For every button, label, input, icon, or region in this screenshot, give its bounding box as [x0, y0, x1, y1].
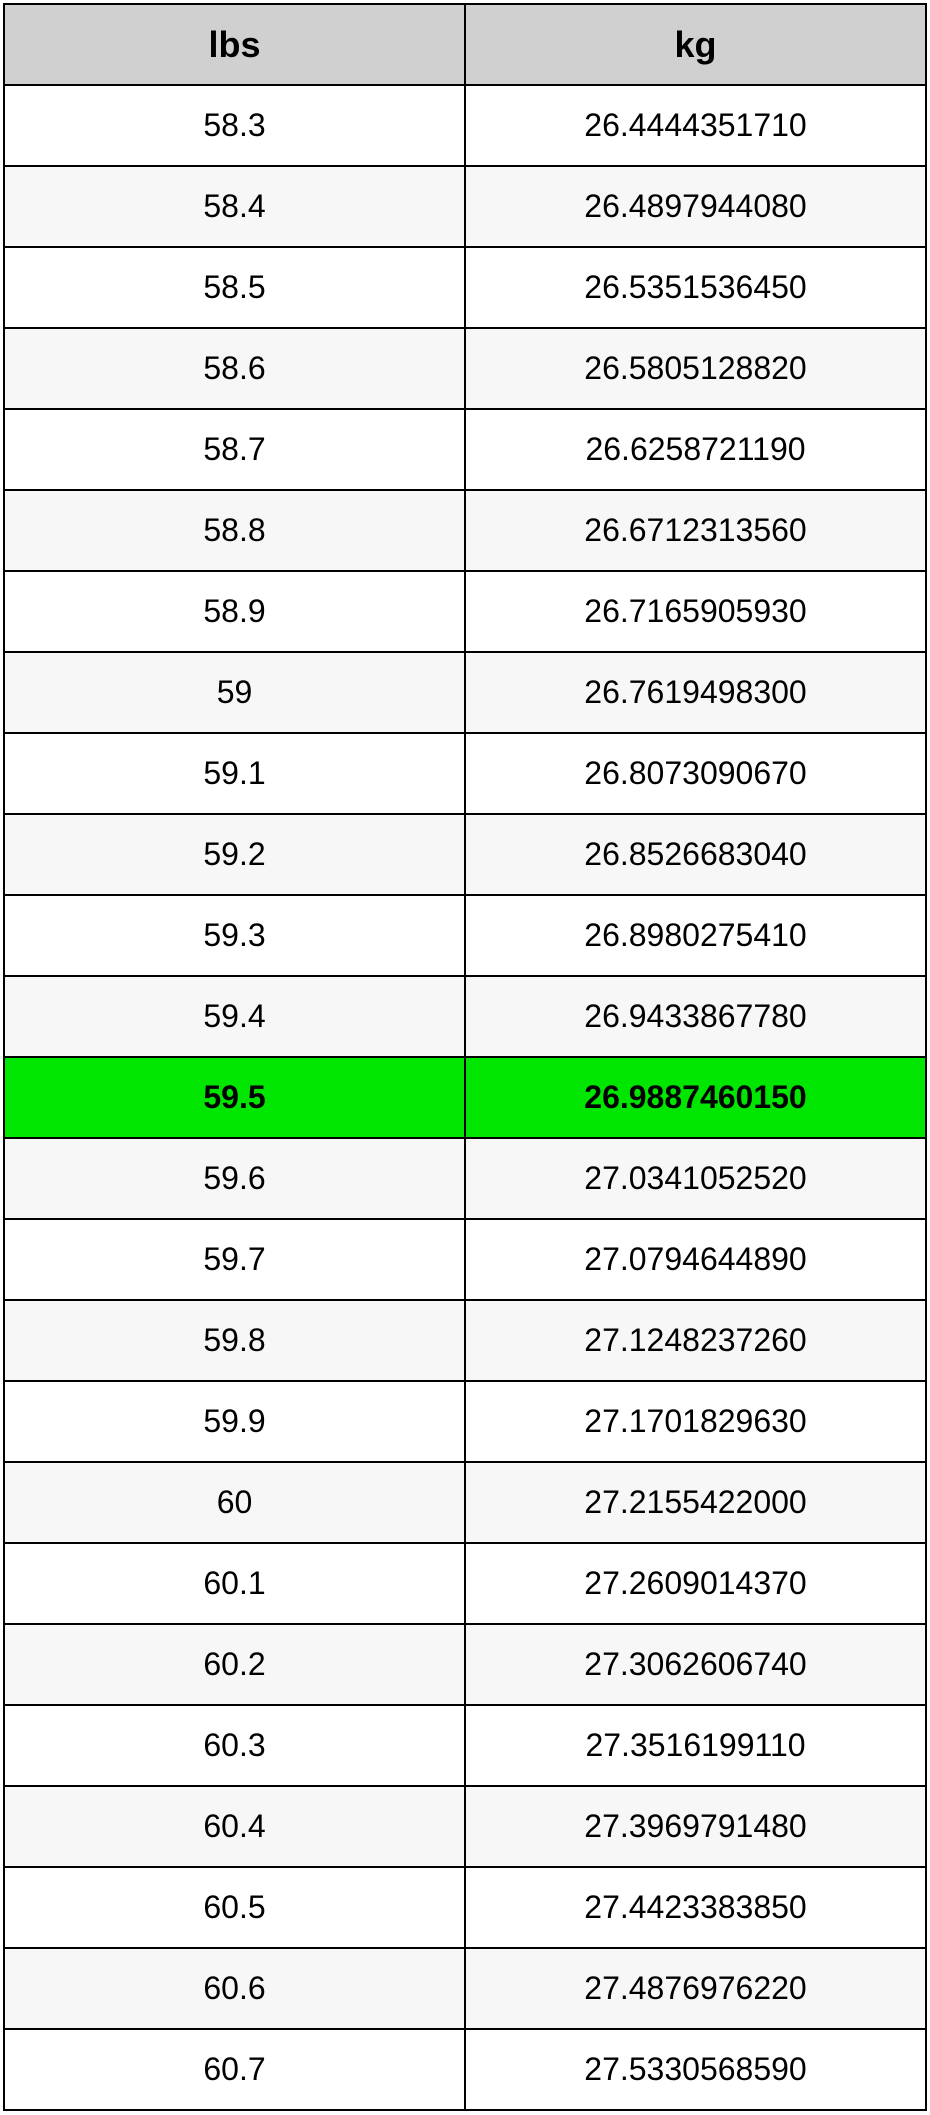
cell-lbs: 58.5 [4, 247, 465, 328]
cell-kg: 27.3062606740 [465, 1624, 926, 1705]
table-row: 59.126.8073090670 [4, 733, 926, 814]
cell-kg: 27.4423383850 [465, 1867, 926, 1948]
cell-lbs: 59.6 [4, 1138, 465, 1219]
column-header-kg: kg [465, 4, 926, 85]
cell-lbs: 58.6 [4, 328, 465, 409]
table-row: 58.926.7165905930 [4, 571, 926, 652]
cell-kg: 26.5351536450 [465, 247, 926, 328]
table-header-row: lbs kg [4, 4, 926, 85]
cell-kg: 26.4897944080 [465, 166, 926, 247]
cell-lbs: 59.7 [4, 1219, 465, 1300]
cell-lbs: 58.4 [4, 166, 465, 247]
cell-lbs: 58.9 [4, 571, 465, 652]
cell-kg: 26.8073090670 [465, 733, 926, 814]
cell-lbs: 59.2 [4, 814, 465, 895]
cell-kg: 27.5330568590 [465, 2029, 926, 2110]
cell-lbs: 60.7 [4, 2029, 465, 2110]
table-row: 59.426.9433867780 [4, 976, 926, 1057]
table-body: 58.326.444435171058.426.489794408058.526… [4, 85, 926, 2110]
cell-lbs: 59.8 [4, 1300, 465, 1381]
cell-kg: 27.2609014370 [465, 1543, 926, 1624]
cell-lbs: 58.8 [4, 490, 465, 571]
table-row: 5926.7619498300 [4, 652, 926, 733]
cell-kg: 26.7619498300 [465, 652, 926, 733]
cell-lbs: 60.5 [4, 1867, 465, 1948]
cell-lbs: 58.7 [4, 409, 465, 490]
cell-lbs: 58.3 [4, 85, 465, 166]
table-row: 60.327.3516199110 [4, 1705, 926, 1786]
table-row: 59.827.1248237260 [4, 1300, 926, 1381]
cell-kg: 26.8526683040 [465, 814, 926, 895]
table-row: 59.326.8980275410 [4, 895, 926, 976]
cell-kg: 27.1701829630 [465, 1381, 926, 1462]
cell-lbs: 60.3 [4, 1705, 465, 1786]
table-row: 59.927.1701829630 [4, 1381, 926, 1462]
cell-lbs: 59.9 [4, 1381, 465, 1462]
cell-kg: 26.4444351710 [465, 85, 926, 166]
table-row: 60.427.3969791480 [4, 1786, 926, 1867]
cell-kg: 27.4876976220 [465, 1948, 926, 2029]
table-row: 60.727.5330568590 [4, 2029, 926, 2110]
cell-kg: 27.3516199110 [465, 1705, 926, 1786]
table-row: 59.627.0341052520 [4, 1138, 926, 1219]
table-row: 60.127.2609014370 [4, 1543, 926, 1624]
cell-kg: 27.0341052520 [465, 1138, 926, 1219]
cell-kg: 26.5805128820 [465, 328, 926, 409]
cell-lbs: 59.5 [4, 1057, 465, 1138]
table-row: 60.227.3062606740 [4, 1624, 926, 1705]
table-row: 6027.2155422000 [4, 1462, 926, 1543]
table-row: 58.726.6258721190 [4, 409, 926, 490]
table-row: 58.326.4444351710 [4, 85, 926, 166]
cell-kg: 26.7165905930 [465, 571, 926, 652]
cell-lbs: 60.6 [4, 1948, 465, 2029]
cell-kg: 26.6712313560 [465, 490, 926, 571]
table-row: 60.527.4423383850 [4, 1867, 926, 1948]
table-row: 59.727.0794644890 [4, 1219, 926, 1300]
table-row: 58.826.6712313560 [4, 490, 926, 571]
cell-kg: 27.1248237260 [465, 1300, 926, 1381]
table-row: 60.627.4876976220 [4, 1948, 926, 2029]
table-row: 58.626.5805128820 [4, 328, 926, 409]
cell-lbs: 60.2 [4, 1624, 465, 1705]
cell-kg: 26.9433867780 [465, 976, 926, 1057]
cell-lbs: 59 [4, 652, 465, 733]
cell-kg: 26.8980275410 [465, 895, 926, 976]
conversion-table: lbs kg 58.326.444435171058.426.489794408… [3, 3, 927, 2111]
table-row: 58.426.4897944080 [4, 166, 926, 247]
cell-lbs: 59.1 [4, 733, 465, 814]
cell-lbs: 60.1 [4, 1543, 465, 1624]
table-row: 58.526.5351536450 [4, 247, 926, 328]
cell-lbs: 60.4 [4, 1786, 465, 1867]
cell-lbs: 59.4 [4, 976, 465, 1057]
cell-lbs: 60 [4, 1462, 465, 1543]
cell-kg: 27.0794644890 [465, 1219, 926, 1300]
cell-kg: 26.6258721190 [465, 409, 926, 490]
cell-kg: 26.9887460150 [465, 1057, 926, 1138]
table-row: 59.226.8526683040 [4, 814, 926, 895]
cell-kg: 27.2155422000 [465, 1462, 926, 1543]
cell-kg: 27.3969791480 [465, 1786, 926, 1867]
cell-lbs: 59.3 [4, 895, 465, 976]
table-row: 59.526.9887460150 [4, 1057, 926, 1138]
column-header-lbs: lbs [4, 4, 465, 85]
